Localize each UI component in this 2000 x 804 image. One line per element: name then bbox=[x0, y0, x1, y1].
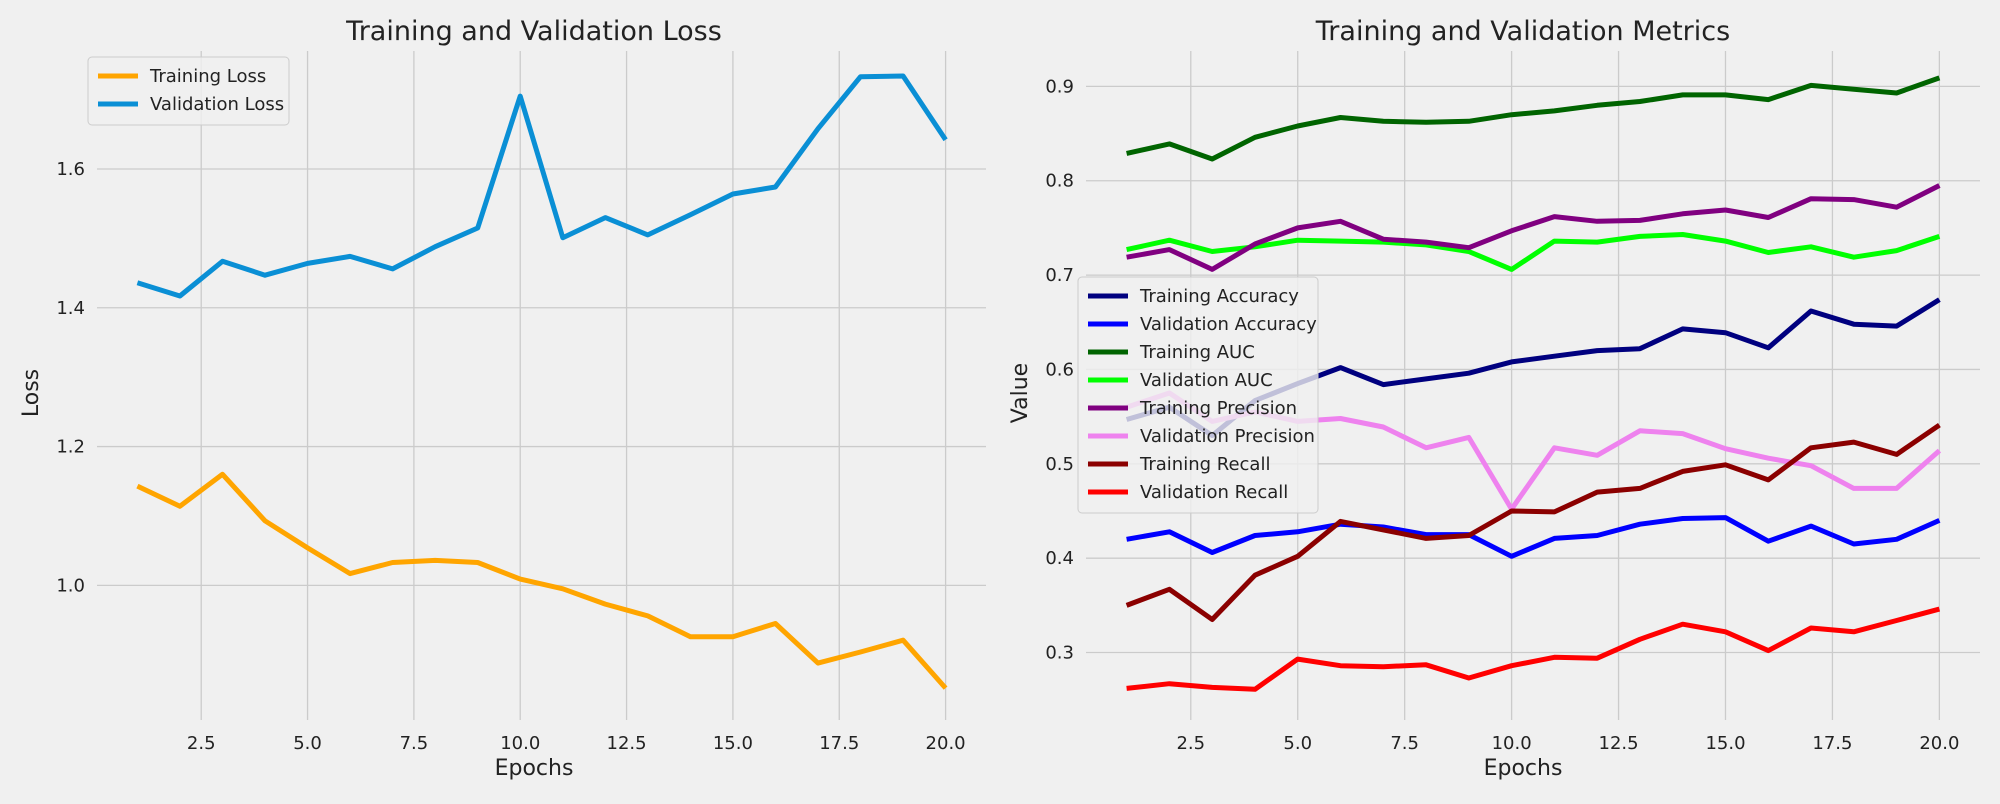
legend-label-validation-accuracy: Validation Accuracy bbox=[1140, 314, 1317, 335]
metrics-chart-x-tick-label: 15.0 bbox=[1705, 733, 1745, 754]
loss-chart-x-tick-label: 10.0 bbox=[500, 733, 540, 754]
series-line-validation-accuracy bbox=[1126, 515, 1941, 559]
series-line-training-loss bbox=[136, 471, 948, 690]
loss-chart-x-tick-label: 15.0 bbox=[713, 733, 753, 754]
loss-chart-y-tick-label: 1.4 bbox=[56, 298, 85, 319]
loss-chart-x-axis-label: Epochs bbox=[495, 756, 574, 781]
metrics-chart-ticks: 2.5 5.0 7.5 10.0 12.5 15.0 17.5 20.0 0.3 0.4 0.5 0.… bbox=[1045, 76, 1959, 754]
legend-label-training-precision: Training Precision bbox=[1139, 398, 1297, 419]
loss-chart-x-tick-label: 12.5 bbox=[607, 733, 647, 754]
series-line-training-auc bbox=[1126, 75, 1941, 162]
legend-label-validation-auc: Validation AUC bbox=[1140, 370, 1273, 391]
loss-chart-x-tick-label: 20.0 bbox=[926, 733, 966, 754]
loss-chart-legend-box bbox=[87, 56, 290, 126]
metrics-chart-grid bbox=[1086, 51, 1980, 720]
metrics-chart-y-tick-label: 0.3 bbox=[1045, 643, 1074, 664]
series-line-training-precision bbox=[1126, 183, 1941, 272]
metrics-chart-y-tick-label: 0.5 bbox=[1045, 454, 1074, 475]
loss-chart-y-tick-label: 1.6 bbox=[56, 159, 85, 180]
loss-chart-title: Training and Validation Loss bbox=[345, 16, 722, 47]
loss-chart-y-tick-label: 1.2 bbox=[56, 437, 85, 458]
metrics-chart-x-axis-label: Epochs bbox=[1484, 756, 1563, 781]
metrics-chart-panel: Training and Validation Metrics Epochs V… bbox=[1008, 16, 1980, 781]
loss-chart-legend: Training Loss Validation Loss bbox=[87, 56, 290, 126]
metrics-chart-x-tick-label: 12.5 bbox=[1599, 733, 1639, 754]
legend-label-training-auc: Training AUC bbox=[1139, 342, 1255, 363]
metrics-chart-y-tick-label: 0.4 bbox=[1045, 548, 1074, 569]
series-line-validation-auc bbox=[1126, 232, 1941, 272]
metrics-chart-x-tick-label: 17.5 bbox=[1812, 733, 1852, 754]
metrics-chart-legend: Training Accuracy Validation Accuracy Trai… bbox=[1077, 276, 1319, 514]
metrics-chart-x-tick-label: 2.5 bbox=[1176, 733, 1205, 754]
legend-label-validation-precision: Validation Precision bbox=[1140, 426, 1315, 447]
metrics-chart-y-tick-label: 0.7 bbox=[1045, 265, 1074, 286]
metrics-chart-title: Training and Validation Metrics bbox=[1315, 16, 1730, 47]
series-line-validation-loss bbox=[136, 73, 948, 299]
loss-chart-y-tick-label: 1.0 bbox=[56, 575, 85, 596]
loss-chart-y-axis-label: Loss bbox=[19, 369, 44, 417]
legend-label-training-loss: Training Loss bbox=[149, 66, 266, 87]
loss-chart-x-tick-label: 5.0 bbox=[293, 733, 322, 754]
legend-label-training-recall: Training Recall bbox=[1139, 454, 1270, 475]
metrics-chart-x-tick-label: 7.5 bbox=[1390, 733, 1419, 754]
loss-chart-x-tick-label: 7.5 bbox=[400, 733, 429, 754]
metrics-chart-y-axis-label: Value bbox=[1008, 363, 1033, 423]
loss-chart-ticks: 2.5 5.0 7.5 10.0 12.5 15.0 17.5 20.0 1.0 1.2 1.4 1.… bbox=[56, 159, 965, 754]
loss-chart-panel: Training and Validation Loss Epochs Loss… bbox=[19, 16, 986, 781]
legend-label-training-accuracy: Training Accuracy bbox=[1139, 286, 1299, 307]
metrics-chart-y-tick-label: 0.9 bbox=[1045, 76, 1074, 97]
metrics-chart-y-tick-label: 0.8 bbox=[1045, 171, 1074, 192]
legend-label-validation-recall: Validation Recall bbox=[1140, 482, 1288, 503]
series-line-training-recall bbox=[1125, 423, 1941, 622]
loss-chart-x-tick-label: 2.5 bbox=[187, 733, 216, 754]
metrics-chart-x-tick-label: 5.0 bbox=[1283, 733, 1312, 754]
loss-chart-x-tick-label: 17.5 bbox=[819, 733, 859, 754]
legend-label-validation-loss: Validation Loss bbox=[150, 94, 284, 115]
loss-chart-series bbox=[136, 73, 948, 690]
metrics-chart-legend-box bbox=[1077, 276, 1319, 514]
metrics-chart-y-tick-label: 0.6 bbox=[1045, 359, 1074, 380]
series-line-validation-recall bbox=[1126, 606, 1941, 692]
metrics-chart-x-tick-label: 10.0 bbox=[1492, 733, 1532, 754]
metrics-chart-x-tick-label: 20.0 bbox=[1919, 733, 1959, 754]
